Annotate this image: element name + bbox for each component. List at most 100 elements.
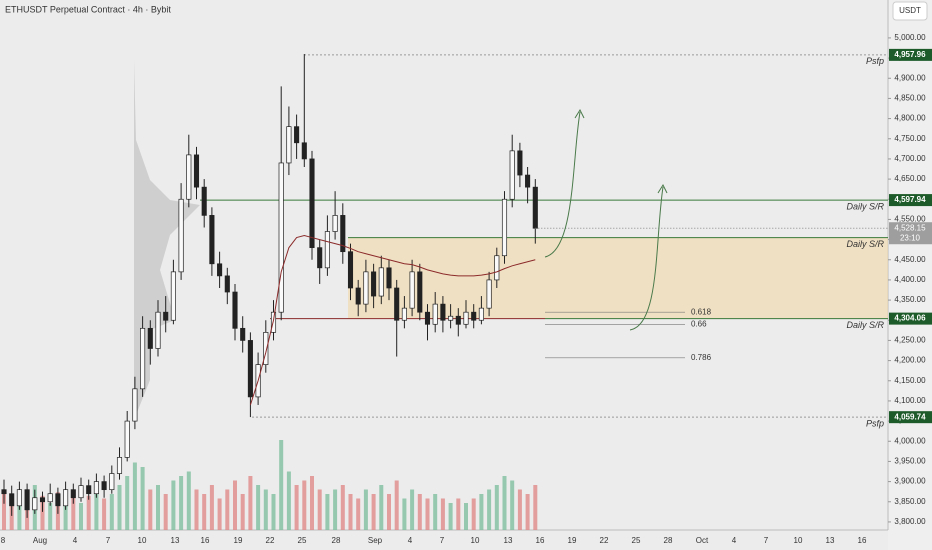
candle-body [170, 271, 176, 321]
x-tick-label: 8 [1, 536, 6, 545]
candle-body [109, 473, 115, 491]
y-tick-label: 4,850.00 [894, 94, 926, 103]
y-tick-label: 4,900.00 [894, 73, 926, 82]
candle-body [132, 388, 138, 422]
currency[interactable]: USDT [899, 6, 921, 15]
price-label-bg [889, 48, 932, 61]
x-tick-label: Oct [696, 536, 709, 545]
candle-body [448, 315, 454, 321]
volume-bar [448, 503, 453, 530]
volume-bar [71, 494, 76, 530]
volume-bar [202, 494, 207, 530]
y-tick-label: 4,400.00 [894, 275, 926, 284]
volume-bar [410, 489, 415, 530]
volume-bar [171, 480, 176, 530]
price-label-bg [889, 411, 932, 424]
x-tick-label: 10 [138, 536, 147, 545]
x-tick-label: Sep [368, 536, 383, 545]
candle-body [39, 497, 46, 503]
candle-body [116, 457, 123, 474]
volume-bar [102, 498, 107, 530]
candle-body [278, 162, 284, 313]
x-tick-label: 13 [826, 536, 835, 545]
y-tick-label: 4,350.00 [894, 295, 926, 304]
candle-body [486, 279, 492, 309]
volume-bar [194, 489, 199, 530]
volume-bar [510, 480, 515, 530]
moving-average [249, 235, 536, 406]
x-tick-label: 10 [471, 536, 480, 545]
candle-body [147, 327, 153, 349]
candle-body [201, 186, 207, 216]
x-tick-label: 25 [632, 536, 641, 545]
candle-body [124, 420, 130, 458]
candle-body [32, 497, 38, 511]
candle-body [217, 263, 223, 277]
volume-bar [40, 495, 45, 530]
candle-body [101, 481, 107, 491]
candle-body [317, 247, 323, 269]
volume-bar [394, 480, 399, 530]
volume-bar [240, 494, 245, 530]
chart-title: ETHUSDT Perpetual Contract · 4h · Bybit [5, 4, 171, 14]
x-tick-label: 19 [568, 536, 577, 545]
volume-profile [134, 60, 200, 420]
candle-body [394, 287, 400, 321]
candle-body [9, 493, 15, 507]
candle-body [324, 231, 330, 269]
currency-button[interactable] [892, 1, 928, 21]
volume-bar [233, 480, 237, 530]
volume-bar [471, 498, 476, 530]
candle-body [140, 327, 146, 390]
volume-bar [9, 503, 14, 530]
candle-body [209, 215, 215, 265]
volume-bar [163, 494, 168, 530]
candle-body [478, 307, 484, 321]
candle-body [1, 489, 7, 495]
y-tick-label: 3,850.00 [894, 497, 926, 506]
y-tick-label: 4,000.00 [894, 436, 926, 445]
candle-body [240, 327, 246, 341]
volume-bar [371, 494, 376, 530]
y-tick-label: 3,950.00 [894, 457, 926, 466]
candle-body [232, 291, 238, 329]
x-tick-label: 22 [266, 536, 275, 545]
x-tick-label: Aug [33, 536, 47, 545]
price-label-bg [889, 312, 932, 325]
volume-bar [525, 494, 530, 530]
candle-body [55, 493, 61, 507]
candle-body [401, 307, 407, 321]
x-tick-label: 28 [664, 536, 673, 545]
volume-bar [425, 498, 430, 530]
volume-bar [217, 498, 222, 530]
volume-bar [140, 467, 145, 530]
x-tick-label: 16 [858, 536, 867, 545]
volume-bar [487, 489, 492, 530]
x-tick-label: 13 [171, 536, 180, 545]
candle-body [247, 340, 253, 398]
x-tick-label: 13 [504, 536, 513, 545]
volume-bar [379, 485, 384, 530]
volume-bar [63, 498, 68, 530]
volume-bar [310, 476, 314, 530]
x-tick-label: 28 [332, 536, 341, 545]
candle-body [163, 311, 169, 321]
volume-bar [209, 485, 214, 530]
candle-body [309, 158, 315, 249]
volume-bar [286, 471, 291, 530]
y-tick-label: 4,700.00 [894, 154, 926, 163]
candle-body [371, 271, 377, 297]
volume-bar [279, 440, 284, 530]
candle-body [193, 154, 200, 188]
candle-body [47, 493, 53, 503]
volume-bar [263, 489, 268, 530]
candle-body [440, 303, 446, 321]
volume-bar [417, 494, 422, 530]
x-tick-label: 25 [298, 536, 307, 545]
arrow-head [657, 183, 668, 194]
volume-bar [132, 462, 137, 530]
y-tick-label: 4,200.00 [894, 356, 926, 365]
volume-bar [86, 495, 91, 530]
